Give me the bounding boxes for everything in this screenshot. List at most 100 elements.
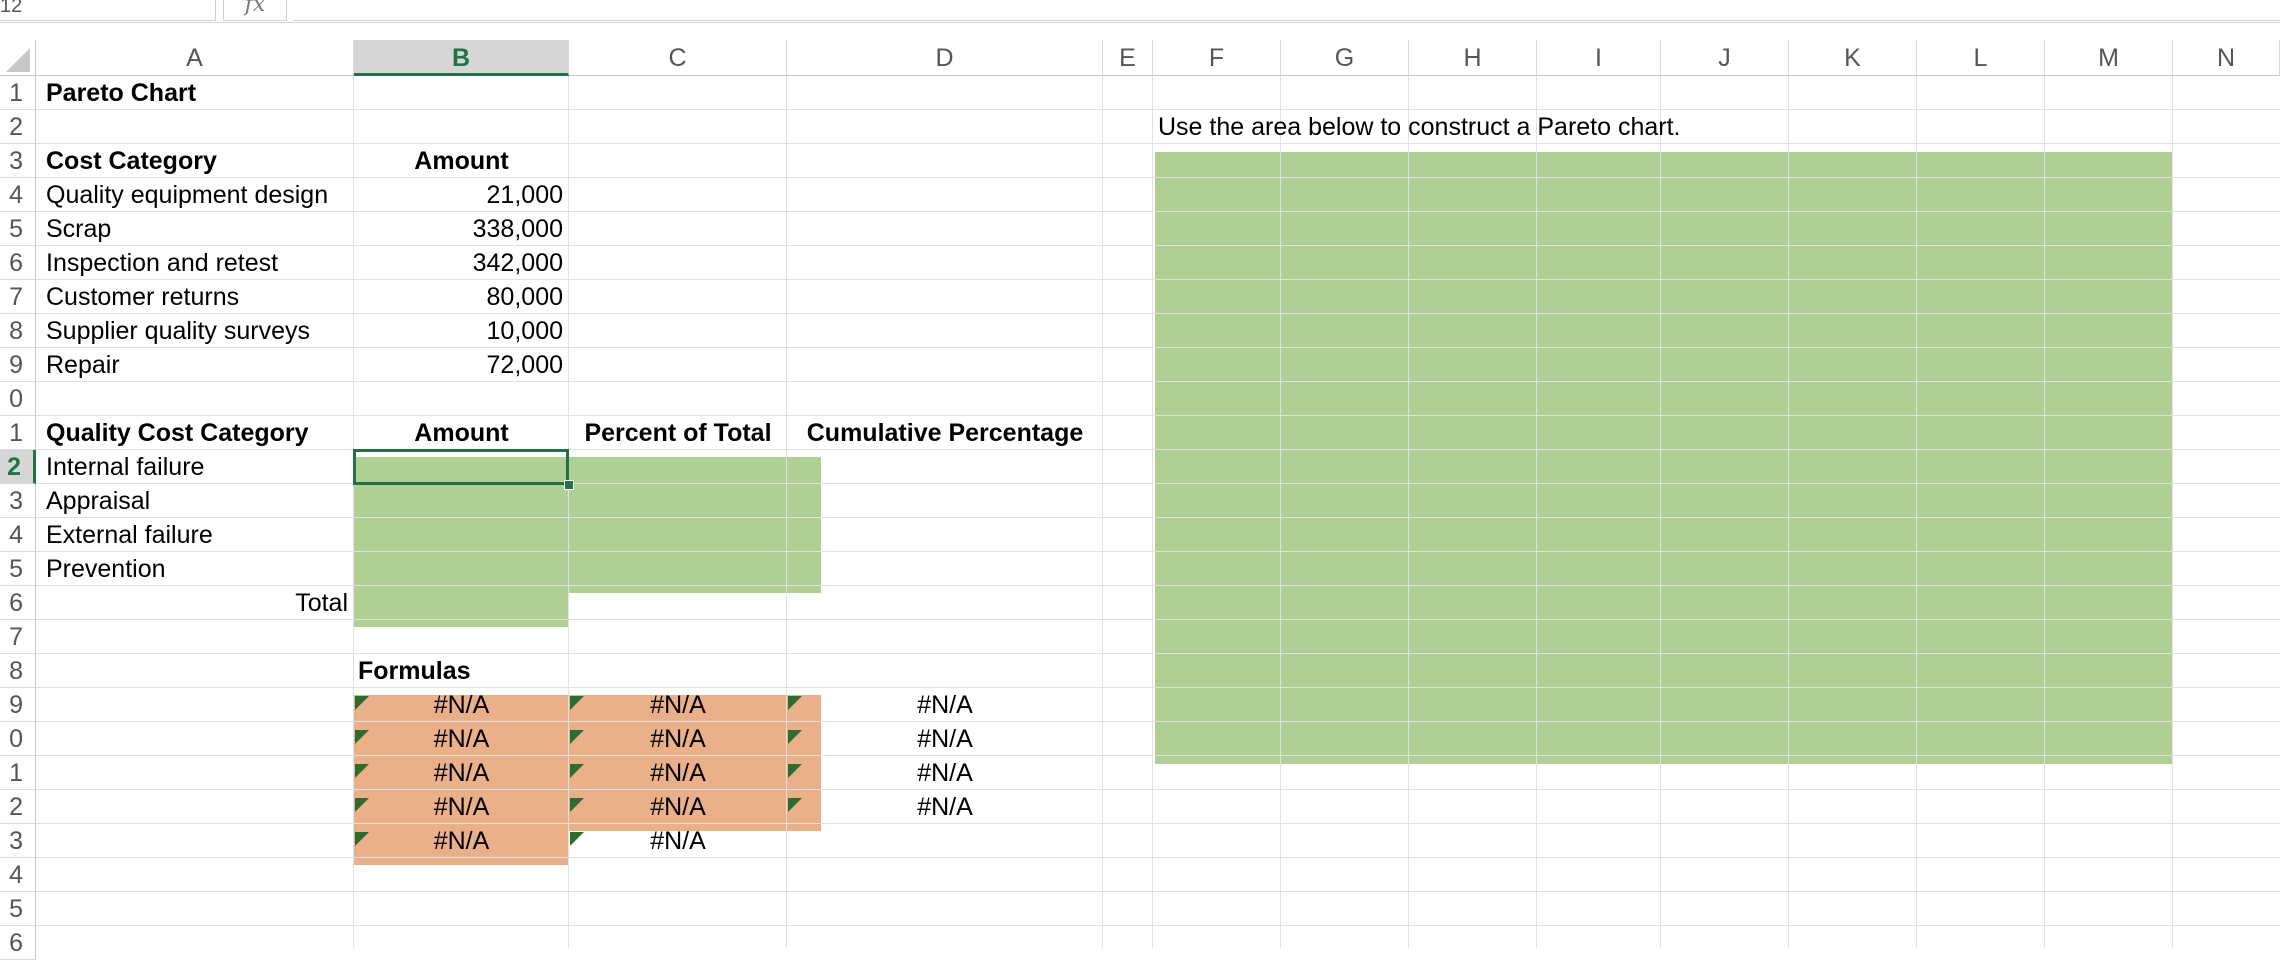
- cost-category-cell[interactable]: Quality equipment design: [46, 181, 329, 209]
- cost-amount-cell[interactable]: 72,000: [486, 351, 563, 379]
- input-area-total[interactable]: [354, 593, 569, 627]
- quality-category-cell[interactable]: External failure: [46, 521, 213, 549]
- error-indicator-icon[interactable]: [788, 764, 802, 778]
- row-header[interactable]: 3: [0, 484, 36, 518]
- cost-amount-cell[interactable]: 10,000: [486, 317, 563, 345]
- cost-amount-cell[interactable]: 338,000: [472, 215, 563, 243]
- cost-category-cell[interactable]: Inspection and retest: [46, 249, 279, 277]
- chart-area[interactable]: [1155, 152, 2173, 764]
- formula-error-cell[interactable]: #N/A: [650, 759, 706, 787]
- error-indicator-icon[interactable]: [788, 696, 802, 710]
- row-header[interactable]: 5: [0, 212, 36, 246]
- quality-category-cell[interactable]: Internal failure: [46, 453, 205, 481]
- quality-category-header[interactable]: Quality Cost Category: [46, 419, 309, 447]
- name-box[interactable]: 12: [0, 0, 216, 21]
- chart-instruction[interactable]: Use the area below to construct a Pareto…: [1158, 113, 1681, 141]
- formula-error-cell[interactable]: #N/A: [650, 793, 706, 821]
- row-header[interactable]: 7: [0, 620, 36, 654]
- row-header-active[interactable]: 2: [0, 450, 36, 484]
- quality-category-cell[interactable]: Prevention: [46, 555, 166, 583]
- formula-error-cell[interactable]: #N/A: [917, 759, 973, 787]
- formula-error-cell[interactable]: #N/A: [433, 691, 490, 719]
- column-header-l[interactable]: L: [1917, 40, 2045, 76]
- row-header[interactable]: 2: [0, 790, 36, 824]
- column-header-g[interactable]: G: [1281, 40, 1409, 76]
- row-header[interactable]: 5: [0, 892, 36, 926]
- column-header-c[interactable]: C: [569, 40, 787, 76]
- function-icon[interactable]: fx: [223, 0, 287, 21]
- formulas-label[interactable]: Formulas: [358, 657, 471, 685]
- column-header-m[interactable]: M: [2045, 40, 2173, 76]
- formula-error-cell[interactable]: #N/A: [650, 827, 706, 855]
- quality-amount-header[interactable]: Amount: [414, 419, 509, 447]
- error-indicator-icon[interactable]: [355, 798, 369, 812]
- column-header-f[interactable]: F: [1153, 40, 1281, 76]
- row-header[interactable]: 9: [0, 688, 36, 722]
- error-indicator-icon[interactable]: [570, 798, 584, 812]
- column-header-i[interactable]: I: [1537, 40, 1661, 76]
- column-header-d[interactable]: D: [787, 40, 1103, 76]
- cost-category-cell[interactable]: Supplier quality surveys: [46, 317, 311, 345]
- formula-input[interactable]: [293, 0, 2280, 21]
- select-all-button[interactable]: [0, 40, 36, 76]
- row-header[interactable]: 6: [0, 246, 36, 280]
- cost-category-cell[interactable]: Scrap: [46, 215, 112, 243]
- formula-error-cell[interactable]: #N/A: [433, 725, 490, 753]
- row-header[interactable]: 4: [0, 858, 36, 892]
- cost-amount-cell[interactable]: 342,000: [472, 249, 563, 277]
- cost-amount-cell[interactable]: 21,000: [486, 181, 563, 209]
- row-header[interactable]: 9: [0, 348, 36, 382]
- cost-category-cell[interactable]: Customer returns: [46, 283, 240, 311]
- formula-error-cell[interactable]: #N/A: [433, 827, 490, 855]
- cumulative-percentage-header[interactable]: Cumulative Percentage: [806, 419, 1084, 447]
- input-area-quality-table[interactable]: [354, 457, 821, 593]
- error-indicator-icon[interactable]: [355, 764, 369, 778]
- fill-handle[interactable]: [564, 480, 574, 490]
- row-header[interactable]: 0: [0, 722, 36, 756]
- formula-error-cell[interactable]: #N/A: [433, 759, 490, 787]
- column-header-j[interactable]: J: [1661, 40, 1789, 76]
- error-indicator-icon[interactable]: [355, 730, 369, 744]
- row-header[interactable]: 2: [0, 110, 36, 144]
- row-header[interactable]: 1: [0, 756, 36, 790]
- row-header[interactable]: 0: [0, 382, 36, 416]
- error-indicator-icon[interactable]: [570, 730, 584, 744]
- row-header[interactable]: 3: [0, 824, 36, 858]
- error-indicator-icon[interactable]: [570, 764, 584, 778]
- column-header-e[interactable]: E: [1103, 40, 1153, 76]
- formula-error-cell[interactable]: #N/A: [433, 793, 490, 821]
- total-label[interactable]: Total: [295, 589, 348, 617]
- quality-category-cell[interactable]: Appraisal: [46, 487, 151, 515]
- column-header-h[interactable]: H: [1409, 40, 1537, 76]
- row-header[interactable]: 3: [0, 144, 36, 178]
- column-header-b[interactable]: B: [354, 40, 569, 76]
- formula-error-cell[interactable]: #N/A: [650, 725, 706, 753]
- error-indicator-icon[interactable]: [788, 798, 802, 812]
- column-header-a[interactable]: A: [36, 40, 354, 76]
- row-header[interactable]: 8: [0, 654, 36, 688]
- formula-error-cell[interactable]: #N/A: [917, 793, 973, 821]
- formula-error-cell[interactable]: #N/A: [917, 691, 973, 719]
- row-header[interactable]: 5: [0, 552, 36, 586]
- cost-category-header[interactable]: Cost Category: [46, 147, 217, 175]
- row-header[interactable]: 1: [0, 76, 36, 110]
- formula-error-cell[interactable]: #N/A: [917, 725, 973, 753]
- error-indicator-icon[interactable]: [355, 832, 369, 846]
- cost-category-cell[interactable]: Repair: [46, 351, 120, 379]
- row-header[interactable]: 4: [0, 518, 36, 552]
- row-header[interactable]: 7: [0, 280, 36, 314]
- cost-amount-header[interactable]: Amount: [414, 147, 509, 175]
- cost-amount-cell[interactable]: 80,000: [486, 283, 563, 311]
- row-header[interactable]: 4: [0, 178, 36, 212]
- selected-cell[interactable]: [353, 449, 569, 485]
- error-indicator-icon[interactable]: [788, 730, 802, 744]
- percent-of-total-header[interactable]: Percent of Total: [584, 419, 772, 447]
- row-header[interactable]: 8: [0, 314, 36, 348]
- error-indicator-icon[interactable]: [570, 832, 584, 846]
- column-header-k[interactable]: K: [1789, 40, 1917, 76]
- cell-grid[interactable]: Pareto Chart Use the area below to const…: [36, 76, 2280, 948]
- column-header-n[interactable]: N: [2173, 40, 2280, 76]
- row-header[interactable]: 6: [0, 926, 36, 960]
- row-header[interactable]: 1: [0, 416, 36, 450]
- error-indicator-icon[interactable]: [570, 696, 584, 710]
